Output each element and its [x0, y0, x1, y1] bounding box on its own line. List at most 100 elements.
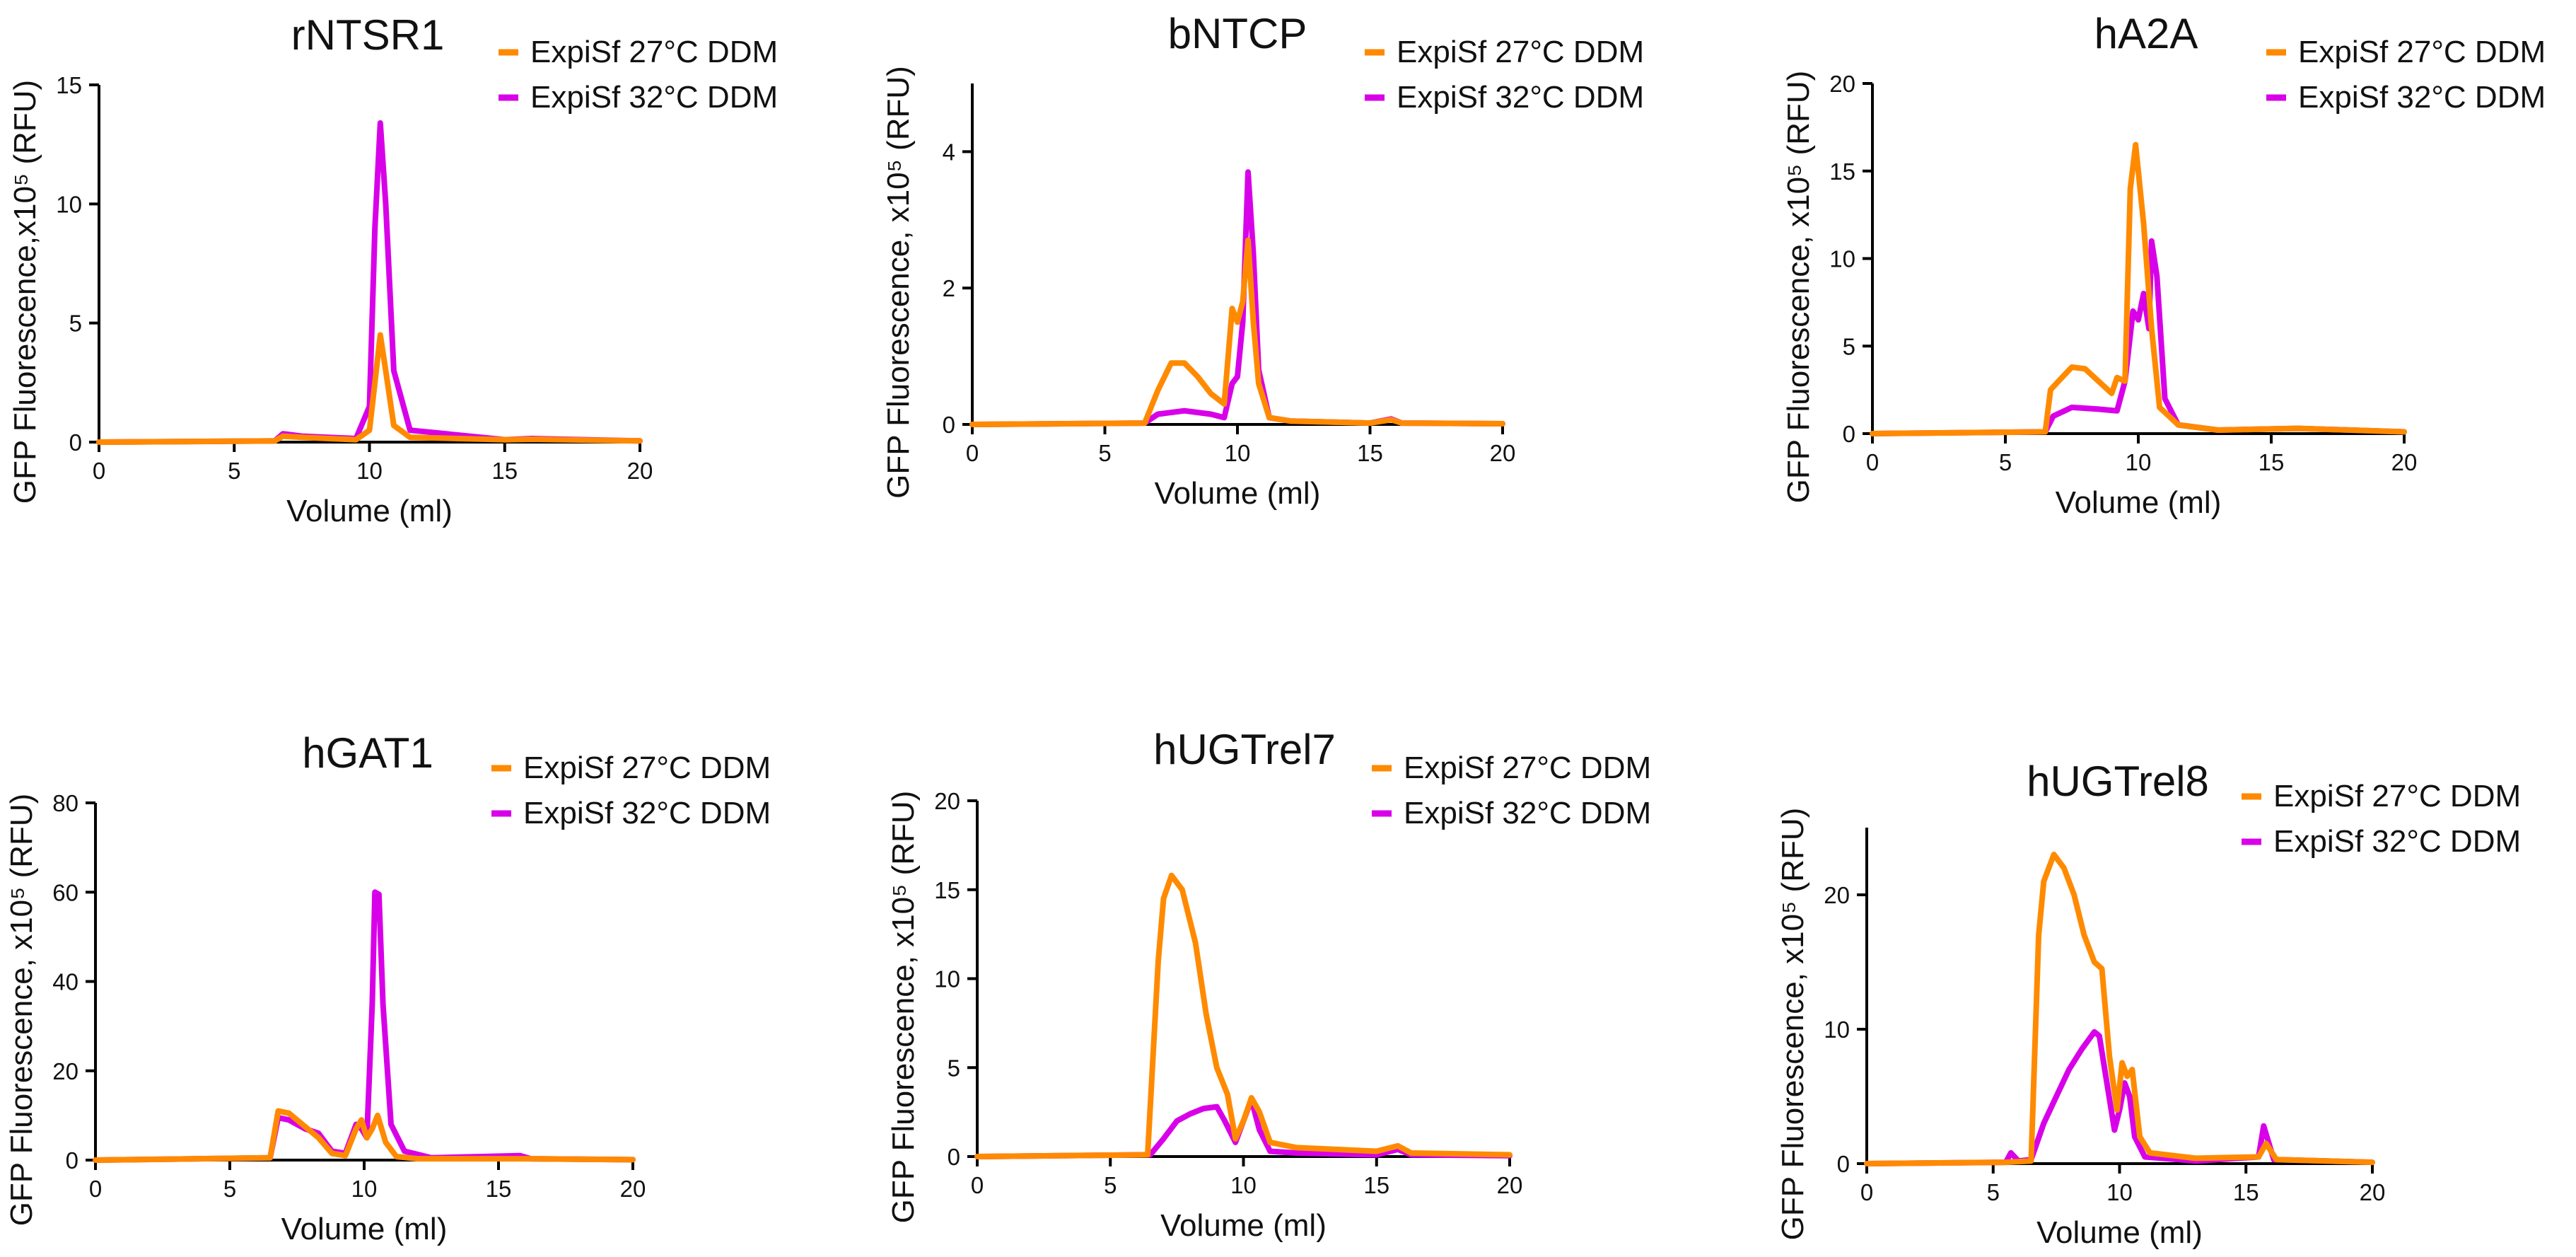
- chart-panel-ha2a: hA2A 0 5 10 15 20 0 5 10 15 20 Volume (ml) GFP Fluor…: [1781, 10, 2546, 520]
- chart-panel-rntsr1: rNTSR1 0 5 10 15 20 0 5 10 15 Volume (ml) GFP Fluor…: [8, 11, 778, 528]
- y-tick-label: 0: [1837, 1151, 1850, 1177]
- chart-title: rNTSR1: [291, 11, 445, 59]
- y-tick-label: 0: [1843, 421, 1855, 447]
- x-tick-label: 20: [620, 1176, 646, 1202]
- chart-panel-hgat1: hGAT1 0 5 10 15 20 0 20 40 60 80 Volume (ml) GFP Flu…: [4, 729, 771, 1246]
- series-line-32c: [969, 169, 1505, 427]
- y-tick-label: 20: [1824, 882, 1850, 908]
- x-tick-label: 15: [2233, 1179, 2259, 1205]
- x-tick-label: 10: [356, 458, 383, 484]
- y-tick-label: 2: [943, 275, 955, 301]
- x-tick-label: 0: [1860, 1179, 1873, 1205]
- x-tick-label: 15: [486, 1176, 512, 1202]
- x-tick-label: 20: [1497, 1172, 1523, 1198]
- y-axis-label: GFP Fluorescence,x10⁵ (RFU): [8, 80, 42, 504]
- y-tick-label: 5: [1843, 333, 1855, 359]
- x-tick-label: 15: [491, 458, 518, 484]
- chart-title: hUGTrel7: [1153, 726, 1336, 773]
- chart-title: bNTCP: [1168, 10, 1307, 57]
- y-tick-label: 4: [943, 139, 955, 165]
- x-tick-label: 15: [1357, 440, 1383, 466]
- chart-panel-hugtrel7: hUGTrel7 0 5 10 15 20 0 5 10 15 20 Volume (ml) GFP F…: [886, 726, 1651, 1243]
- y-tick-label: 20: [934, 788, 960, 814]
- x-tick-label: 5: [1999, 449, 2012, 475]
- x-tick-label: 15: [1363, 1172, 1389, 1198]
- x-tick-label: 0: [971, 1172, 984, 1198]
- x-tick-label: 5: [1104, 1172, 1117, 1198]
- chart-panel-hugtrel8: hUGTrel8 0 5 10 15 20 0 10 20 Volume (ml) GFP Fluo…: [1776, 758, 2521, 1250]
- series-line-27c: [1870, 141, 2407, 436]
- series-line-27c: [1864, 852, 2375, 1166]
- chart-panel-bntcp: bNTCP 0 5 10 15 20 0 2 4 Volume (ml) GFP Fluoresce…: [881, 10, 1644, 511]
- y-tick-label: 80: [52, 790, 78, 816]
- legend-label-32c: ExpiSf 32°C DDM: [2298, 80, 2546, 115]
- x-tick-label: 0: [89, 1176, 102, 1202]
- y-tick-label: 15: [1829, 158, 1855, 185]
- legend-label-32c: ExpiSf 32°C DDM: [1397, 80, 1644, 115]
- x-tick-label: 0: [1866, 449, 1879, 475]
- x-tick-label: 0: [966, 440, 979, 466]
- y-axis-label: GFP Fluorescence, x10⁵ (RFU): [1776, 808, 1810, 1241]
- x-tick-label: 20: [1490, 440, 1516, 466]
- x-tick-label: 10: [2126, 449, 2152, 475]
- y-tick-label: 0: [948, 1144, 960, 1170]
- x-tick-label: 10: [1225, 440, 1251, 466]
- x-tick-label: 20: [2391, 449, 2418, 475]
- y-tick-label: 60: [52, 879, 78, 905]
- x-axis-label: Volume (ml): [281, 1212, 448, 1246]
- legend-label-27c: ExpiSf 27°C DDM: [2298, 35, 2546, 69]
- series-line-27c: [96, 332, 643, 445]
- x-tick-label: 20: [2360, 1179, 2386, 1205]
- y-axis-label: GFP Fluorescence, x10⁵ (RFU): [1781, 71, 1816, 504]
- legend-label-27c: ExpiSf 27°C DDM: [530, 35, 778, 69]
- x-axis-label: Volume (ml): [1160, 1208, 1327, 1243]
- series-line-32c: [974, 1096, 1513, 1159]
- chart-title: hUGTrel8: [2027, 758, 2209, 805]
- series-line-27c: [974, 872, 1513, 1159]
- x-tick-label: 10: [351, 1176, 378, 1202]
- x-tick-label: 15: [2259, 449, 2285, 475]
- x-tick-label: 10: [2106, 1179, 2133, 1205]
- y-tick-label: 15: [56, 72, 82, 98]
- series-line-27c: [969, 237, 1505, 427]
- legend-label-32c: ExpiSf 32°C DDM: [530, 80, 778, 115]
- y-tick-label: 0: [66, 1147, 78, 1174]
- x-axis-label: Volume (ml): [1155, 476, 1321, 511]
- y-tick-label: 15: [934, 877, 960, 903]
- x-tick-label: 10: [1230, 1172, 1257, 1198]
- y-tick-label: 10: [1824, 1016, 1850, 1043]
- x-axis-label: Volume (ml): [286, 494, 453, 528]
- legend-label-27c: ExpiSf 27°C DDM: [523, 751, 771, 785]
- legend-label-27c: ExpiSf 27°C DDM: [1397, 35, 1644, 69]
- legend-label-27c: ExpiSf 27°C DDM: [1404, 751, 1651, 785]
- x-tick-label: 5: [228, 458, 240, 484]
- x-tick-label: 5: [1987, 1179, 2000, 1205]
- y-tick-label: 0: [69, 429, 82, 456]
- y-tick-label: 5: [69, 311, 82, 337]
- y-tick-label: 10: [56, 191, 82, 217]
- y-tick-label: 10: [1829, 246, 1855, 272]
- chart-title: hGAT1: [302, 729, 433, 777]
- y-axis-label: GFP Fluorescence, x10⁵ (RFU): [886, 791, 921, 1224]
- legend-label-32c: ExpiSf 32°C DDM: [523, 796, 771, 830]
- legend-label-32c: ExpiSf 32°C DDM: [2273, 824, 2521, 859]
- series-line-32c: [1870, 238, 2407, 436]
- y-tick-label: 10: [934, 966, 960, 992]
- y-tick-label: 5: [948, 1055, 960, 1081]
- legend-label-32c: ExpiSf 32°C DDM: [1404, 796, 1651, 830]
- legend-label-27c: ExpiSf 27°C DDM: [2273, 779, 2521, 813]
- y-tick-label: 40: [52, 969, 78, 995]
- x-tick-label: 0: [93, 458, 105, 484]
- y-tick-label: 0: [943, 412, 955, 438]
- y-axis-label: GFP Fluorescence, x10⁵ (RFU): [4, 794, 39, 1227]
- y-tick-label: 20: [1829, 71, 1855, 97]
- x-tick-label: 20: [627, 458, 653, 484]
- x-tick-label: 5: [223, 1176, 236, 1202]
- chart-title: hA2A: [2094, 10, 2198, 57]
- y-axis-label: GFP Fluorescence, x10⁵ (RFU): [881, 66, 916, 499]
- x-axis-label: Volume (ml): [2036, 1215, 2203, 1250]
- series-line-27c: [93, 1108, 636, 1163]
- series-line-32c: [96, 120, 643, 445]
- y-tick-label: 20: [52, 1058, 78, 1084]
